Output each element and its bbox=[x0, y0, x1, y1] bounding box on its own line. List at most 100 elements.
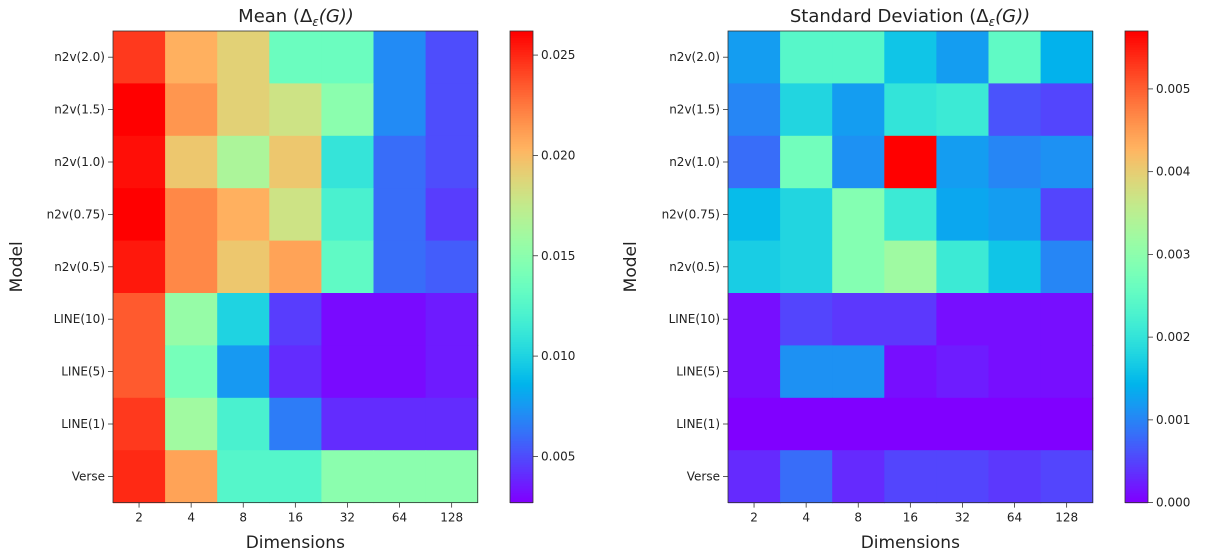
colorbar-segment bbox=[1125, 313, 1148, 317]
colorbar-segment bbox=[1125, 207, 1148, 211]
colorbar-segment bbox=[510, 80, 533, 84]
colorbar-segment bbox=[1125, 205, 1148, 209]
heatmap-cell bbox=[425, 188, 479, 242]
colorbar-segment bbox=[1125, 351, 1148, 355]
heatmap-cell bbox=[165, 135, 218, 189]
heatmap-cell bbox=[165, 397, 218, 451]
colorbar-segment bbox=[1125, 450, 1148, 454]
heatmap-cell bbox=[425, 397, 479, 451]
colorbar-segment bbox=[1125, 321, 1148, 324]
colorbar-segment bbox=[1125, 368, 1148, 372]
colorbar-segment bbox=[1125, 316, 1148, 320]
colorbar-segment bbox=[1125, 229, 1148, 233]
colorbar-segment bbox=[510, 45, 533, 49]
heatmap-cell bbox=[321, 345, 375, 399]
heatmap-cell bbox=[113, 188, 166, 242]
colorbar-segment bbox=[510, 243, 533, 247]
colorbar-segment bbox=[1125, 299, 1148, 303]
colorbar-segment bbox=[1125, 410, 1148, 414]
colorbar-tick-label: 0.005 bbox=[1156, 82, 1190, 96]
x-tick-label: 8 bbox=[854, 511, 862, 525]
heatmap-cell bbox=[113, 397, 166, 451]
colorbar-segment bbox=[510, 354, 533, 358]
x-tick-label: 4 bbox=[187, 511, 195, 525]
heatmap-cell bbox=[936, 240, 990, 294]
y-tick-label: LINE(10) bbox=[54, 312, 105, 326]
mean-heatmap-panel: Mean (Δε(G)) n2v(2.0) n2v(1.5) n2v(1.0) n2v(… bbox=[7, 6, 575, 552]
heatmap-cell bbox=[321, 397, 375, 451]
colorbar-segment bbox=[510, 181, 533, 185]
x-tick-label: 32 bbox=[340, 511, 355, 525]
colorbar-segment bbox=[510, 453, 533, 457]
colorbar-segment bbox=[1125, 422, 1148, 426]
colorbar-segment bbox=[1125, 111, 1148, 115]
colorbar-segment bbox=[1125, 344, 1148, 348]
colorbar-segment bbox=[1125, 191, 1148, 195]
heatmap-cell bbox=[217, 397, 270, 451]
colorbar-segment bbox=[1125, 179, 1148, 183]
y-tick-label: n2v(1.5) bbox=[669, 103, 720, 117]
heatmap-cell bbox=[113, 240, 166, 294]
colorbar-segment bbox=[510, 92, 533, 96]
colorbar-segment bbox=[1125, 377, 1148, 381]
colorbar-segment bbox=[1125, 85, 1148, 89]
colorbar-segment bbox=[1125, 335, 1148, 339]
heatmap-cell bbox=[425, 83, 479, 137]
colorbar-segment bbox=[1125, 64, 1148, 67]
heatmap-cell bbox=[113, 135, 166, 189]
heatmap-cell bbox=[113, 345, 166, 399]
colorbar-segment bbox=[1125, 266, 1148, 270]
colorbar-segment bbox=[510, 240, 533, 244]
heatmap-cell bbox=[373, 188, 427, 242]
colorbar-segment bbox=[510, 389, 533, 393]
chart-title-prefix: Mean ( bbox=[238, 6, 300, 27]
heatmap-cell bbox=[321, 31, 375, 84]
colorbar-segment bbox=[1125, 356, 1148, 360]
colorbar-segment bbox=[510, 476, 533, 480]
colorbar-segment bbox=[510, 115, 533, 119]
colorbar-segment bbox=[510, 417, 533, 421]
colorbar-segment bbox=[1125, 141, 1148, 145]
colorbar-segment bbox=[510, 408, 533, 412]
heatmap-cell bbox=[165, 450, 218, 504]
colorbar-segment bbox=[510, 436, 533, 440]
colorbar-segment bbox=[1125, 306, 1148, 310]
colorbar-segment bbox=[1125, 311, 1148, 315]
colorbar-segment bbox=[510, 351, 533, 355]
y-tick-label: n2v(2.0) bbox=[54, 50, 105, 64]
colorbar-segment bbox=[1125, 184, 1148, 188]
colorbar-segment bbox=[510, 264, 533, 268]
colorbar-segment bbox=[510, 346, 533, 350]
colorbar-segment bbox=[510, 132, 533, 136]
colorbar-segment bbox=[1125, 56, 1148, 60]
heatmap-cell bbox=[780, 188, 833, 242]
colorbar-segment bbox=[510, 47, 533, 51]
colorbar-segment bbox=[1125, 389, 1148, 393]
colorbar-segment bbox=[510, 52, 533, 56]
colorbar-segment bbox=[1125, 35, 1148, 39]
heatmap-cell bbox=[728, 345, 781, 399]
colorbar-segment bbox=[1125, 401, 1148, 405]
colorbar-segment bbox=[510, 495, 533, 499]
x-tick-label: 64 bbox=[1007, 511, 1022, 525]
colorbar-segment bbox=[1125, 139, 1148, 143]
y-tick-label: LINE(1) bbox=[61, 417, 105, 431]
colorbar-segment bbox=[510, 31, 533, 34]
x-tick-label: 128 bbox=[440, 511, 463, 525]
colorbar-segment bbox=[1125, 226, 1148, 230]
heatmap-cell bbox=[165, 293, 218, 346]
heatmap-cell bbox=[884, 188, 937, 242]
colorbar-segment bbox=[510, 295, 533, 299]
heatmap-cell bbox=[780, 83, 833, 137]
colorbar-segment bbox=[1125, 438, 1148, 442]
colorbar-segment bbox=[510, 101, 533, 105]
colorbar-segment bbox=[510, 219, 533, 223]
heatmap-cell bbox=[884, 31, 937, 84]
y-tick-label: LINE(5) bbox=[61, 365, 105, 379]
chart-title-suffix: (G)) bbox=[319, 6, 354, 27]
heatmap-cell bbox=[936, 135, 990, 189]
heatmap-cell bbox=[936, 345, 990, 399]
heatmap-cell bbox=[165, 31, 218, 84]
colorbar-segment bbox=[1125, 339, 1148, 343]
colorbar-segment bbox=[510, 247, 533, 251]
